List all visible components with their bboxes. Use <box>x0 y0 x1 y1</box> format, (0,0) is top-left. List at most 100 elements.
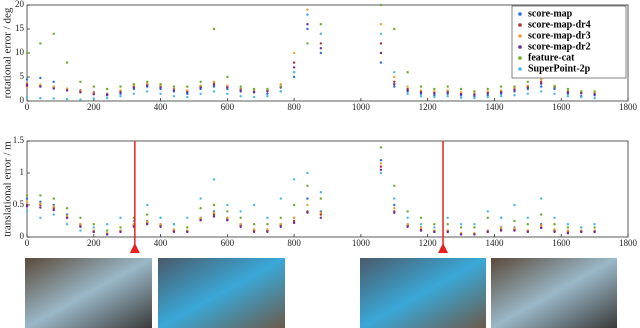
point <box>433 223 436 226</box>
point <box>486 216 489 219</box>
legend-marker <box>518 67 522 71</box>
point <box>292 61 296 64</box>
point <box>279 223 282 226</box>
point <box>266 230 269 234</box>
x-tick-label: 1200 <box>419 238 438 248</box>
point <box>433 230 436 234</box>
point <box>212 90 216 93</box>
point <box>105 229 109 232</box>
legend-marker <box>518 12 522 16</box>
point <box>499 226 503 230</box>
point <box>406 223 409 226</box>
point <box>319 47 323 50</box>
point <box>39 83 42 86</box>
x-tick-label: 800 <box>287 102 301 112</box>
point <box>226 84 229 87</box>
point <box>379 162 383 165</box>
point <box>419 91 423 94</box>
point <box>159 225 162 228</box>
point <box>146 82 149 85</box>
plot-frame <box>26 140 629 238</box>
point <box>433 92 436 95</box>
point <box>199 219 202 222</box>
point <box>146 223 149 226</box>
point <box>65 207 69 210</box>
point <box>239 216 242 219</box>
y-axis-label: translational error / m <box>2 141 14 237</box>
x-tick-label: 200 <box>87 102 101 112</box>
point <box>146 84 149 87</box>
point <box>39 42 42 45</box>
photo <box>25 258 152 328</box>
point <box>379 51 383 55</box>
point <box>593 93 596 96</box>
point <box>65 61 69 64</box>
y-tick-label: 1 <box>20 167 25 177</box>
point <box>499 216 503 219</box>
point <box>379 61 383 64</box>
point <box>226 219 229 222</box>
point <box>172 95 176 98</box>
point <box>146 90 149 93</box>
point <box>172 85 176 88</box>
point <box>513 229 516 232</box>
legend-label: score-map-dr2 <box>528 41 591 52</box>
x-tick-label: 1200 <box>419 102 438 112</box>
point <box>119 91 122 94</box>
point <box>419 229 423 232</box>
point <box>266 95 269 98</box>
point <box>226 210 229 213</box>
point <box>239 95 242 98</box>
point <box>52 213 55 216</box>
point <box>419 226 423 230</box>
point <box>553 223 556 226</box>
x-tick-label: 0 <box>25 238 30 248</box>
point <box>486 87 489 91</box>
legend-marker <box>518 23 522 27</box>
point <box>132 83 136 86</box>
point <box>459 233 463 236</box>
y-tick-label: 0 <box>20 95 25 105</box>
point <box>406 92 409 96</box>
point <box>212 85 216 88</box>
x-tick-label: 1800 <box>619 238 638 248</box>
point <box>172 89 176 92</box>
point <box>146 220 149 223</box>
point <box>593 96 596 100</box>
y-tick-label: 5 <box>20 71 25 81</box>
photo <box>360 258 486 328</box>
point <box>406 210 409 213</box>
point <box>459 96 463 99</box>
point <box>419 223 423 226</box>
point <box>52 85 55 88</box>
point <box>39 85 42 88</box>
point <box>446 230 449 234</box>
x-tick-label: 0 <box>25 102 30 112</box>
point <box>92 223 95 226</box>
legend-marker <box>518 45 522 49</box>
point <box>279 225 282 228</box>
point <box>526 230 530 234</box>
point <box>419 85 423 88</box>
point <box>393 197 396 200</box>
y-tick-label: 20 <box>15 0 25 9</box>
point <box>566 95 570 98</box>
point <box>199 80 202 84</box>
point <box>226 203 229 207</box>
point <box>186 230 189 234</box>
point <box>292 75 296 79</box>
legend-label: feature-cat <box>528 52 575 63</box>
point <box>393 75 396 79</box>
point <box>65 216 69 219</box>
point <box>65 89 69 92</box>
point <box>266 216 269 219</box>
point <box>79 223 82 226</box>
y-axis-label: rotational error / deg <box>2 7 14 98</box>
point <box>25 84 29 87</box>
point <box>406 71 409 74</box>
point <box>593 226 596 229</box>
point <box>319 211 323 214</box>
point <box>252 87 256 91</box>
point <box>379 159 383 162</box>
